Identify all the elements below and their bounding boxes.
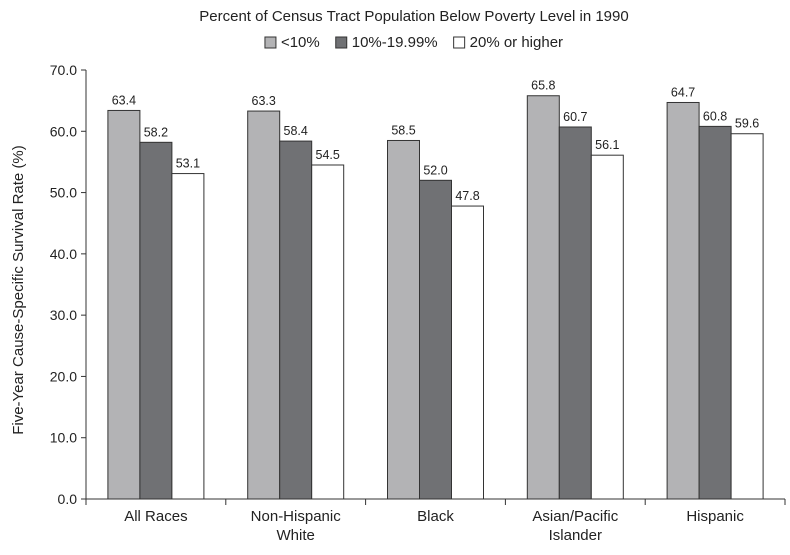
bars-group [107, 95, 764, 500]
bar [698, 125, 732, 500]
y-axis: 0.0 10.0 20.0 30.0 40.0 50.0 60.0 70.0 [50, 62, 87, 507]
y-tick-label: 50.0 [50, 185, 77, 201]
bar [730, 133, 764, 500]
chart-title: Percent of Census Tract Population Below… [199, 8, 628, 25]
bar [279, 140, 313, 500]
bar [558, 126, 592, 500]
bar [107, 109, 141, 500]
bar [247, 110, 281, 500]
bar [419, 179, 452, 500]
value-labels-group: 63.4 63.3 58.5 65.8 64.7 58.2 58.4 52.0 60.7 60.8… [112, 79, 760, 203]
legend-label: <10% [281, 34, 320, 51]
x-category-label: Asian/Pacific Islander [532, 508, 618, 544]
bar-value-label: 60.7 [563, 110, 587, 124]
y-tick-label: 70.0 [50, 62, 77, 78]
y-tick-label: 0.0 [58, 491, 78, 507]
bar [526, 95, 560, 500]
bar [311, 164, 345, 500]
legend-label: 20% or higher [470, 34, 563, 51]
y-tick-label: 10.0 [50, 430, 77, 446]
y-tick-label: 40.0 [50, 246, 77, 262]
x-category-label: All Races [124, 508, 187, 525]
bar-value-label: 60.8 [703, 109, 727, 123]
bar [139, 141, 173, 500]
y-tick-label: 60.0 [50, 123, 77, 139]
bar-value-label: 64.7 [671, 85, 695, 99]
bar-value-label: 56.1 [595, 138, 619, 152]
bar-value-label: 58.4 [284, 124, 308, 138]
bar-value-label: 63.4 [112, 93, 136, 107]
bar-value-label: 52.0 [423, 163, 447, 177]
y-axis-label: Five-Year Cause-Specific Survival Rate (… [10, 145, 27, 435]
bar-value-label: 59.6 [735, 117, 759, 131]
bar [451, 205, 484, 500]
y-tick-label: 30.0 [50, 307, 77, 323]
y-tick-label: 20.0 [50, 368, 77, 384]
bar-value-label: 58.5 [391, 123, 415, 137]
legend: <10% 10%-19.99% 20% or higher [264, 34, 563, 51]
bar-value-label: 58.2 [144, 125, 168, 139]
x-axis: All Races Non-Hispanic White Black Asian/Pac… [85, 498, 786, 544]
x-category-label: Non-Hispanic White [251, 508, 342, 544]
legend-swatch [264, 36, 277, 49]
bar [590, 154, 624, 500]
bar-value-label: 53.1 [176, 157, 200, 171]
bar-value-label: 63.3 [252, 94, 276, 108]
bar [387, 139, 420, 500]
legend-swatch [453, 36, 466, 49]
bar-value-label: 54.5 [316, 148, 340, 162]
legend-swatch [335, 36, 348, 49]
bar [171, 173, 205, 500]
bar-value-label: 65.8 [531, 79, 555, 93]
bar-value-label: 47.8 [455, 189, 479, 203]
legend-label: 10%-19.99% [352, 34, 438, 51]
bar [666, 101, 700, 500]
x-category-label: Black [417, 508, 454, 525]
x-category-label: Hispanic [686, 508, 744, 525]
